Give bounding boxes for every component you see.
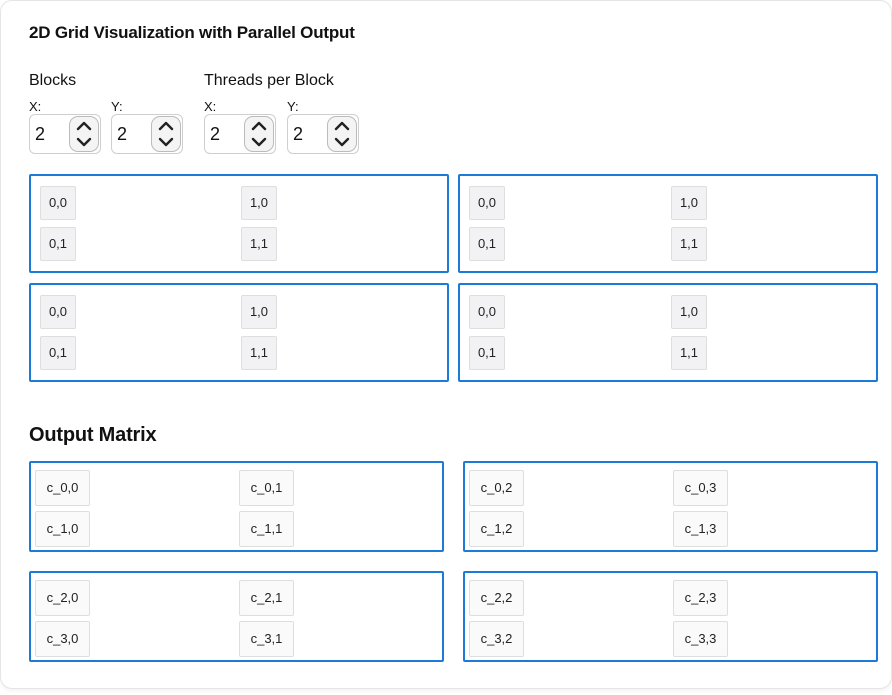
chevron-down-icon: [76, 137, 92, 147]
threads-y-increment-button[interactable]: [328, 117, 356, 134]
blocks-y-spinner: [151, 116, 181, 152]
page-title: 2D Grid Visualization with Parallel Outp…: [29, 23, 355, 42]
output-cell: c_3,1: [239, 621, 294, 657]
chevron-down-icon: [251, 137, 267, 147]
grid-block-0-0: 0,0 1,0 0,1 1,1: [29, 174, 449, 273]
output-block-0-0: c_0,0 c_0,1 c_1,0 c_1,1: [29, 461, 444, 552]
blocks-x-decrement-button[interactable]: [70, 134, 98, 151]
thread-cell: 0,0: [469, 295, 505, 329]
output-block-1-1: c_2,2 c_2,3 c_3,2 c_3,3: [463, 571, 878, 662]
output-cell: c_1,1: [239, 511, 294, 547]
output-cell: c_3,0: [35, 621, 90, 657]
threads-x-input[interactable]: 2: [204, 114, 276, 154]
blocks-x-input[interactable]: 2: [29, 114, 101, 154]
output-cell: c_3,3: [673, 621, 728, 657]
blocks-label: Blocks: [29, 72, 77, 89]
chevron-down-icon: [334, 137, 350, 147]
output-cell: c_2,1: [239, 580, 294, 616]
thread-cell: 0,1: [40, 336, 76, 370]
thread-cell: 1,0: [671, 186, 707, 220]
output-cell: c_1,3: [673, 511, 728, 547]
grid-block-1-1: 0,0 1,0 0,1 1,1: [458, 283, 878, 382]
thread-cell: 0,0: [40, 186, 76, 220]
blocks-x-spinner: [69, 116, 99, 152]
threads-x-decrement-button[interactable]: [245, 134, 273, 151]
blocks-y-value: 2: [117, 124, 128, 144]
threads-y-input[interactable]: 2: [287, 114, 359, 154]
output-cell: c_3,2: [469, 621, 524, 657]
thread-cell: 0,1: [40, 227, 76, 261]
thread-cell: 1,0: [241, 295, 277, 329]
threads-per-block-label: Threads per Block: [204, 72, 334, 89]
chevron-up-icon: [251, 121, 267, 131]
thread-cell: 0,0: [469, 186, 505, 220]
thread-cell: 1,1: [241, 336, 277, 370]
output-cell: c_2,2: [469, 580, 524, 616]
thread-cell: 1,1: [671, 227, 707, 261]
output-block-1-0: c_0,2 c_0,3 c_1,2 c_1,3: [463, 461, 878, 552]
blocks-x-label: X:: [29, 99, 42, 114]
chevron-up-icon: [158, 121, 174, 131]
threads-y-label: Y:: [287, 99, 299, 114]
thread-cell: 1,1: [241, 227, 277, 261]
blocks-y-label: Y:: [111, 99, 123, 114]
blocks-x-value: 2: [35, 124, 46, 144]
output-cell: c_1,2: [469, 511, 524, 547]
blocks-x-increment-button[interactable]: [70, 117, 98, 134]
threads-y-decrement-button[interactable]: [328, 134, 356, 151]
threads-x-increment-button[interactable]: [245, 117, 273, 134]
thread-cell: 0,1: [469, 336, 505, 370]
chevron-up-icon: [76, 121, 92, 131]
thread-cell: 1,0: [671, 295, 707, 329]
blocks-y-input[interactable]: 2: [111, 114, 183, 154]
threads-x-spinner: [244, 116, 274, 152]
output-cell: c_2,0: [35, 580, 90, 616]
thread-cell: 1,0: [241, 186, 277, 220]
output-matrix-title: Output Matrix: [29, 424, 157, 446]
threads-x-value: 2: [210, 124, 221, 144]
output-block-0-1: c_2,0 c_2,1 c_3,0 c_3,1: [29, 571, 444, 662]
chevron-down-icon: [158, 137, 174, 147]
output-cell: c_0,0: [35, 470, 90, 506]
output-cell: c_0,2: [469, 470, 524, 506]
thread-cell: 1,1: [671, 336, 707, 370]
output-cell: c_0,1: [239, 470, 294, 506]
blocks-y-increment-button[interactable]: [152, 117, 180, 134]
threads-y-spinner: [327, 116, 357, 152]
threads-y-value: 2: [293, 124, 304, 144]
output-cell: c_0,3: [673, 470, 728, 506]
blocks-y-decrement-button[interactable]: [152, 134, 180, 151]
output-cell: c_2,3: [673, 580, 728, 616]
chevron-up-icon: [334, 121, 350, 131]
thread-cell: 0,1: [469, 227, 505, 261]
grid-block-0-1: 0,0 1,0 0,1 1,1: [29, 283, 449, 382]
output-cell: c_1,0: [35, 511, 90, 547]
grid-block-1-0: 0,0 1,0 0,1 1,1: [458, 174, 878, 273]
thread-cell: 0,0: [40, 295, 76, 329]
threads-x-label: X:: [204, 99, 217, 114]
